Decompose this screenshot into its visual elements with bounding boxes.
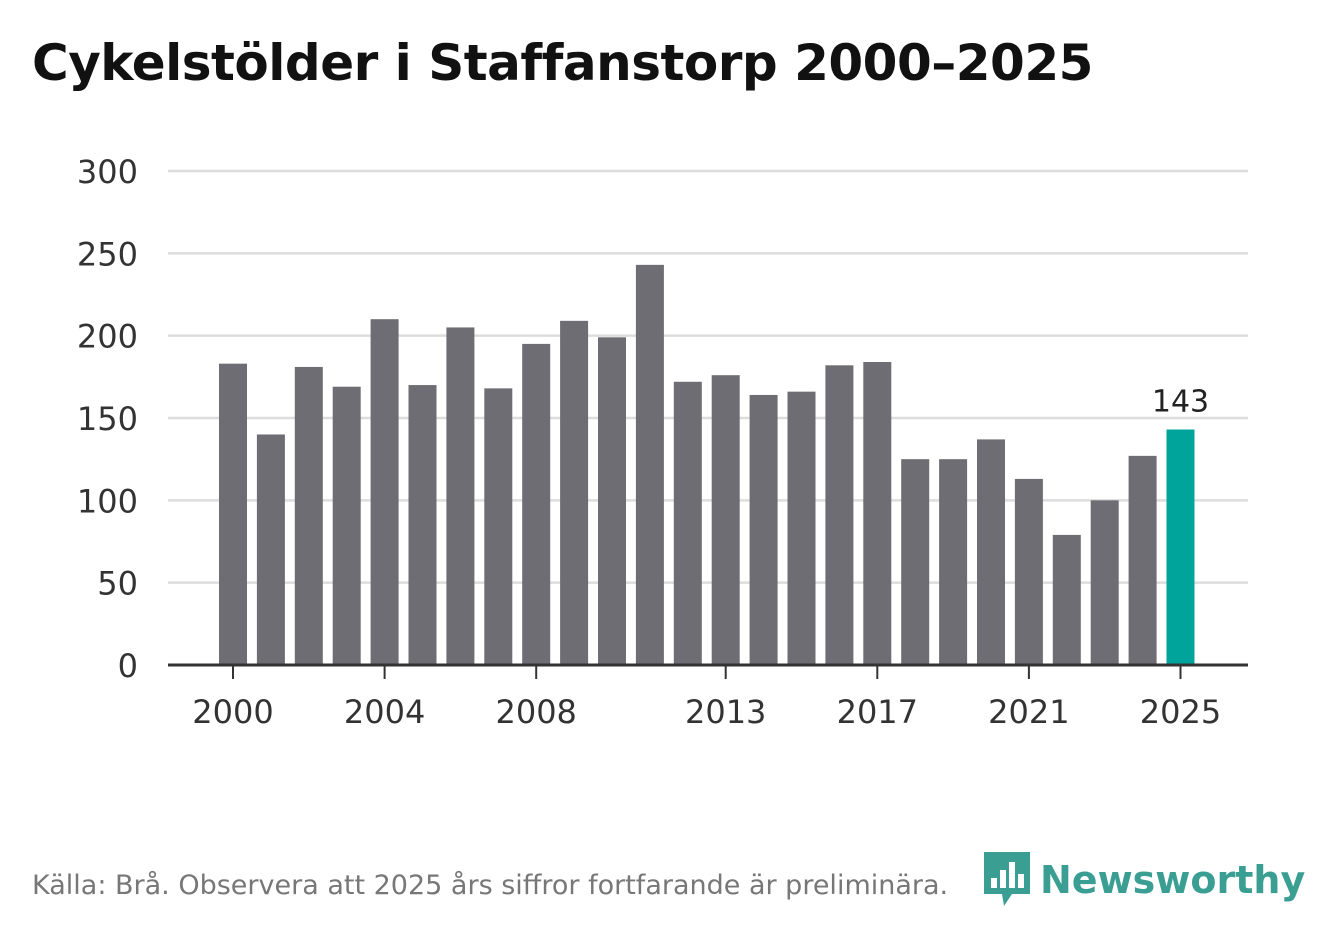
y-tick-label: 300: [77, 153, 138, 191]
y-tick-label: 0: [118, 647, 138, 685]
bar-2015: [787, 391, 816, 665]
bar-2001: [256, 434, 285, 665]
bar-2012: [673, 381, 702, 665]
y-tick-label: 150: [77, 400, 138, 438]
newsworthy-logo: Newsworthy: [982, 850, 1305, 910]
bar-2013: [711, 375, 740, 665]
data-label-highlight: 143: [1152, 385, 1209, 420]
bar-2003: [332, 386, 361, 665]
y-tick-label: 50: [97, 565, 138, 603]
x-tick-label: 2004: [344, 693, 425, 731]
bar-2016: [825, 365, 854, 665]
y-tick-label: 200: [77, 318, 138, 356]
bar-2025: [1166, 429, 1195, 665]
source-note: Källa: Brå. Observera att 2025 års siffr…: [32, 870, 949, 901]
bar-2011: [635, 264, 664, 665]
bar-2000: [219, 363, 247, 665]
chart-title: Cykelstölder i Staffanstorp 2000–2025: [32, 34, 1093, 92]
bar-2010: [598, 337, 626, 665]
bar-2022: [1052, 534, 1081, 665]
bar-2006: [446, 327, 475, 665]
x-axis-ticks: 2000 2004 2008 2013 2017 2021 2025: [192, 665, 1221, 731]
bar-2002: [294, 366, 323, 665]
bar-2005: [408, 385, 437, 665]
bar-2008: [522, 343, 551, 665]
gridlines: [168, 169, 1248, 584]
bar-2021: [1014, 478, 1043, 665]
logo-text: Newsworthy: [1040, 858, 1306, 902]
x-tick-label: 2008: [495, 693, 576, 731]
bar-2020: [977, 439, 1005, 665]
bar-2007: [484, 388, 513, 665]
bars: [219, 264, 1195, 665]
x-tick-label: 2025: [1140, 693, 1221, 731]
bar-2023: [1090, 500, 1119, 665]
x-tick-label: 2000: [192, 693, 273, 731]
x-tick-label: 2021: [988, 693, 1069, 731]
bar-2004: [370, 319, 399, 665]
bar-2024: [1128, 455, 1157, 665]
bar-2009: [560, 320, 589, 665]
bar-2014: [749, 394, 778, 665]
y-axis-ticks: 0 50 100 150 200 250 300: [77, 153, 138, 685]
bar-2017: [863, 362, 892, 665]
bar-2019: [939, 459, 968, 665]
x-tick-label: 2013: [685, 693, 766, 731]
bar-2018: [901, 459, 930, 665]
y-tick-label: 100: [77, 482, 138, 520]
x-tick-label: 2017: [837, 693, 918, 731]
data-labels: 143: [1152, 385, 1209, 420]
bar-chart-logo-icon: [984, 852, 1030, 906]
y-tick-label: 250: [77, 235, 138, 273]
